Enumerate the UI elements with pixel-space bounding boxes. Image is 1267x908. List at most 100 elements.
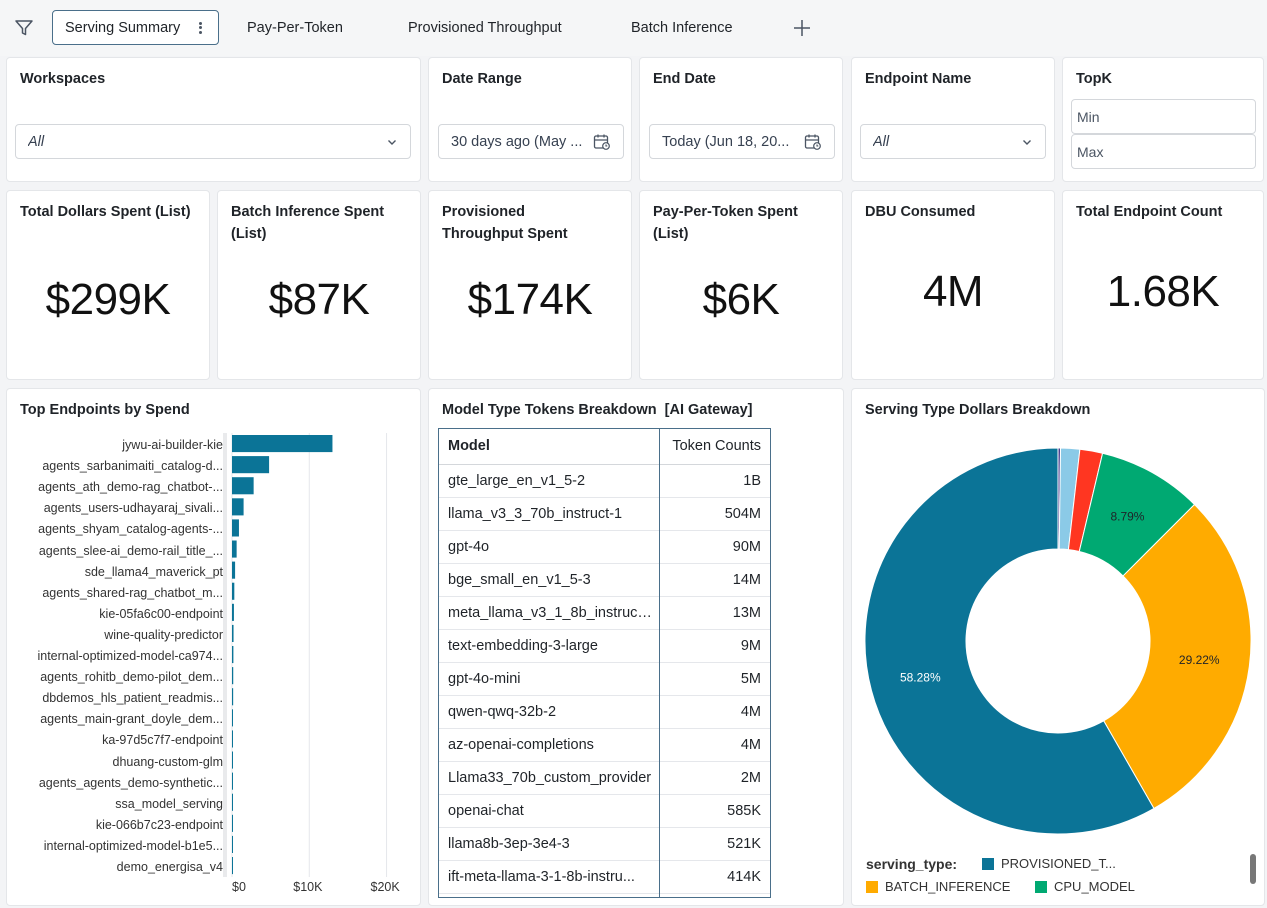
legend-label: CPU_MODEL [1054,879,1135,894]
tab-serving-summary[interactable]: Serving Summary [52,10,220,45]
select-value: All [873,133,890,150]
tab-label: Batch Inference [631,19,733,36]
bar[interactable] [232,456,270,474]
column-header-token-counts[interactable]: Token Counts [662,429,770,465]
x-tick-label: $10K [293,880,323,894]
workspaces-filter-card: Workspaces All [6,57,421,182]
bar[interactable] [232,730,233,748]
date-range-picker[interactable]: 30 days ago (May ... [438,124,624,159]
date-range-filter-card: Date Range 30 days ago (May ... [428,57,632,182]
bar[interactable] [232,624,234,642]
bar-category-label: agents_shyam_catalog-agents-... [38,522,223,537]
legend-item[interactable]: CPU_MODEL [1035,879,1135,894]
table-row[interactable]: llama_v3_3_70b_instruct-1 504M [439,497,770,531]
counter-card: DBU Consumed 4M [851,190,1055,380]
bar[interactable] [232,498,244,516]
bar[interactable] [232,603,234,621]
bar-category-label: internal-optimized-model-ca974... [37,649,223,663]
bar[interactable] [232,435,333,453]
counter-title: Pay-Per-Token Spent (List) [653,204,798,242]
counter-title: Batch Inference Spent (List) [231,204,385,242]
table-row[interactable]: az-openai-completions 4M [439,728,770,762]
token-count-cell: 9M [662,629,770,663]
bar-category-label: ka-97d5c7f7-endpoint [102,733,223,748]
endpoint-name-select[interactable]: All [860,124,1046,159]
table-header-row: Model Token Counts [439,429,770,465]
table-row[interactable]: text-embedding-3-large 9M [439,629,770,663]
bar[interactable] [232,519,239,537]
bar-category-label: agents_rohitb_demo-pilot_dem... [40,670,223,685]
bar[interactable] [232,561,236,579]
tab-provisioned-throughput[interactable]: Provisioned Throughput [408,10,562,45]
counter-title: Total Dollars Spent (List) [20,204,191,220]
table-row[interactable]: llama8b-3ep-3e4-3 521K [439,827,770,861]
table-row[interactable]: gpt-4o 90M [439,530,770,564]
bar-category-label: agents_main-grant_doyle_dem... [40,712,223,727]
bar[interactable] [232,540,237,558]
bar[interactable] [232,667,234,685]
donut-chart: 8.79% 29.22% 58.28% [864,447,1252,835]
model-name-cell: text-embedding-3-large [439,629,663,663]
table-row[interactable]: bge_small_en_v1_5-3 14M [439,563,770,597]
model-name-cell: ift-meta-llama-3-1-8b-instru... [439,860,663,894]
bar[interactable] [232,688,234,706]
tab-label: Pay-Per-Token [247,19,343,36]
workspaces-select[interactable]: All [15,124,411,159]
legend-item[interactable]: PROVISIONED_T... [982,856,1116,871]
tab-pay-per-token[interactable]: Pay-Per-Token [247,10,343,45]
bar[interactable] [232,477,254,495]
slice-label: 8.79% [1110,510,1144,524]
bar[interactable] [232,582,235,600]
bar-chart-y-labels: jywu-ai-builder-kie agents_sarbanimaiti_c… [7,389,223,905]
column-header-model[interactable]: Model [439,429,663,465]
bar[interactable] [232,751,233,769]
legend-title: serving_type: [866,856,958,872]
tab-batch-inference[interactable]: Batch Inference [631,10,733,45]
table-row[interactable]: gpt-4o-mini 5M [439,662,770,696]
top-endpoints-chart-card: Top Endpoints by Spend jywu-ai-builder-k… [6,388,421,906]
donut-slice[interactable] [864,447,1155,835]
bar-category-label: wine-quality-predictor [104,627,223,642]
table-row[interactable]: qwen-qwq-32b-2 4M [439,695,770,729]
chevron-down-icon [1023,139,1031,145]
table-row[interactable]: gte_large_en_v1_5-2 1B [439,464,770,498]
model-tokens-table[interactable]: Model Token Counts gte_large_en_v1_5-2 1B… [438,428,771,898]
table-row[interactable]: meta_llama_v3_1_8b_instruct... 13M [439,596,770,630]
bar[interactable] [232,835,233,853]
token-count-cell: 4M [662,728,770,762]
filter-icon[interactable] [14,18,34,38]
bar[interactable] [232,772,233,790]
topk-filter-card: TopK Min Max [1062,57,1264,182]
legend-item[interactable]: BATCH_INFERENCE [866,879,1010,894]
model-name-cell: gte_large_en_v1_5-2 [439,464,663,498]
token-count-cell: 14M [662,563,770,597]
token-count-cell: 521K [662,827,770,861]
bar-category-label: dbdemos_hls_patient_readmis... [42,691,223,706]
kebab-menu-icon[interactable] [194,20,206,36]
tokens-table: Model Token Counts gte_large_en_v1_5-2 1B… [439,429,770,894]
slice-label: 58.28% [900,671,941,685]
bar[interactable] [232,814,233,832]
table-row[interactable]: ift-meta-llama-3-1-8b-instru... 414K [439,860,770,894]
legend-scrollbar[interactable] [1250,854,1256,884]
bar[interactable] [232,857,233,875]
table-row[interactable]: Llama33_70b_custom_provider 2M [439,761,770,795]
end-date-picker[interactable]: Today (Jun 18, 20... [649,124,835,159]
bar[interactable] [232,793,233,811]
bar-category-label: internal-optimized-model-b1e5... [43,838,223,853]
add-page-plus-icon[interactable] [792,18,812,38]
topk-max-input[interactable]: Max [1071,134,1256,169]
bar[interactable] [232,646,234,664]
chart-scrollbar[interactable] [223,433,227,877]
model-name-cell: openai-chat [439,794,663,828]
table-row[interactable]: openai-chat 585K [439,794,770,828]
token-count-cell: 5M [662,662,770,696]
model-name-cell: gpt-4o [439,530,663,564]
counter-title: Provisioned Throughput Spent [442,204,568,242]
bar-chart-plot [223,433,388,877]
x-tick-label: $20K [370,880,400,894]
donut-slice[interactable] [1103,503,1252,810]
topk-min-input[interactable]: Min [1071,99,1256,134]
endpoint-name-filter-card: Endpoint Name All [851,57,1055,182]
bar[interactable] [232,709,234,727]
